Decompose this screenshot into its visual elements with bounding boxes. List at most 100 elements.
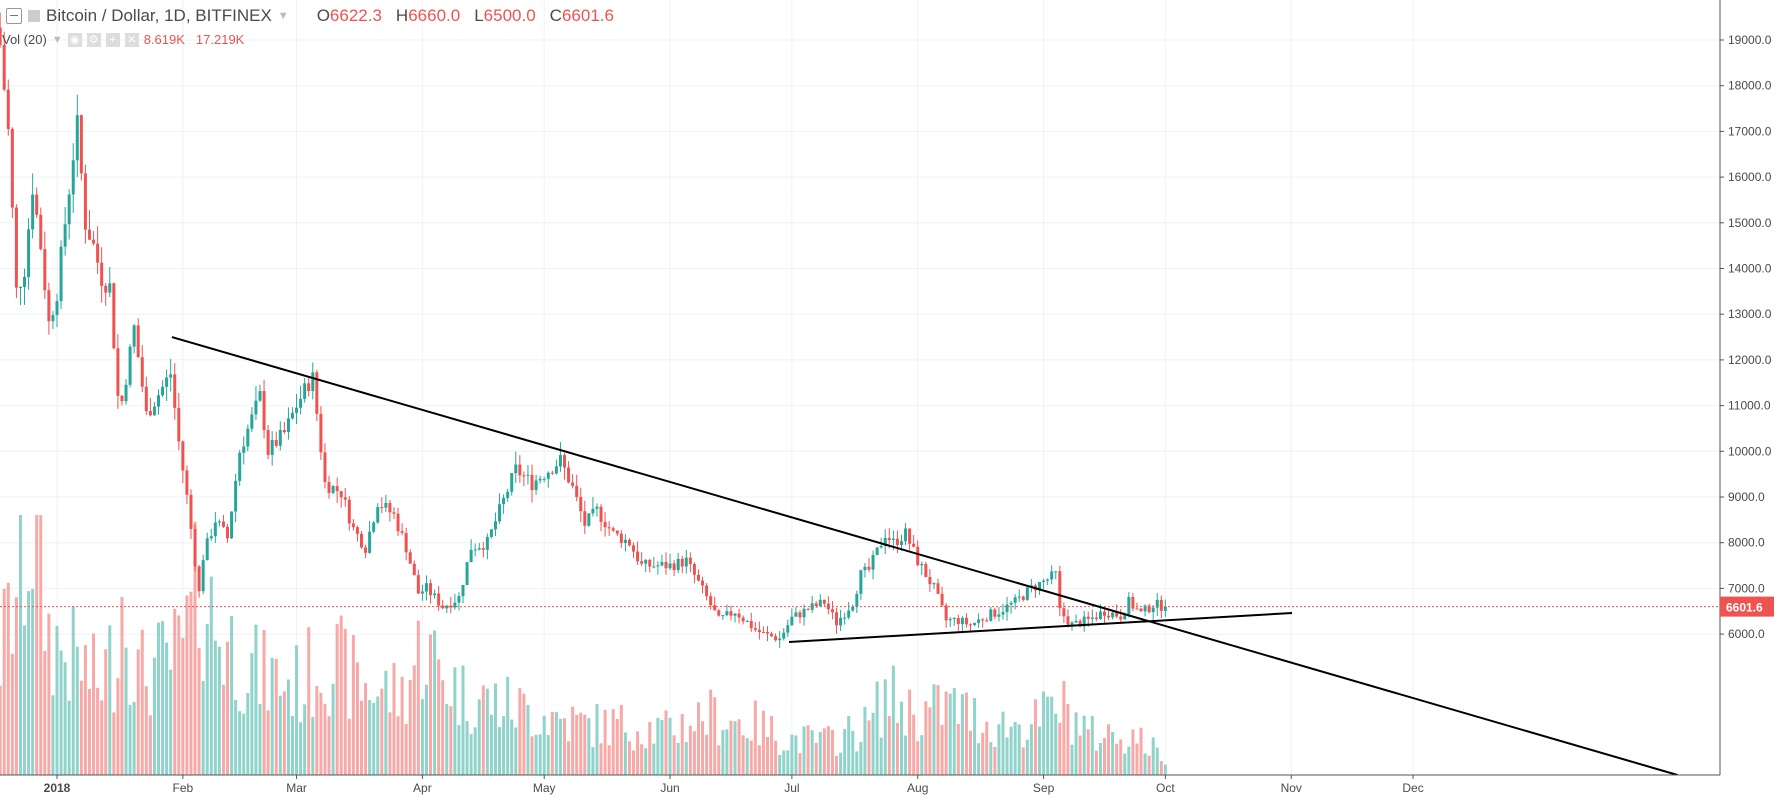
candle-body <box>368 531 372 553</box>
candle-body <box>721 615 725 617</box>
candle-body <box>388 502 392 513</box>
price-tick-label: 9000.0 <box>1728 490 1765 504</box>
candle-body <box>790 616 794 626</box>
volume-bar <box>611 709 615 775</box>
time-tick-label: Mar <box>286 781 307 795</box>
symbol-title[interactable]: Bitcoin / Dollar, 1D, BITFINEX <box>46 6 272 25</box>
candle-body <box>656 565 660 567</box>
volume-bar <box>148 715 152 775</box>
volume-bar <box>335 623 339 775</box>
candle-body <box>908 528 912 544</box>
volume-bar <box>282 691 286 775</box>
candle-body <box>981 619 985 621</box>
volume-bar <box>1098 742 1102 775</box>
candle-body <box>112 283 116 349</box>
volume-bar <box>278 695 282 775</box>
candle-body <box>79 115 83 174</box>
candle-body <box>668 563 672 569</box>
candle-body <box>887 537 891 541</box>
volume-bar <box>461 665 465 775</box>
volume-bar <box>1147 755 1151 775</box>
volume-bar <box>851 730 855 775</box>
candle-body <box>680 558 684 567</box>
volume-bar <box>790 734 794 775</box>
volume-bar <box>1151 737 1155 775</box>
candle-body <box>1038 581 1042 591</box>
candle-body <box>380 507 384 509</box>
time-axis-bg <box>0 775 1720 806</box>
volume-bar <box>1102 738 1106 775</box>
candle-body <box>627 539 631 546</box>
volume-bar <box>79 680 83 775</box>
collapse-icon[interactable] <box>6 8 22 24</box>
volume-bar <box>1074 712 1078 775</box>
volume-bar <box>936 685 940 775</box>
volume-bar <box>234 699 238 775</box>
volume-bar <box>615 718 619 775</box>
candle-body <box>384 502 388 508</box>
volume-bar <box>571 706 575 775</box>
volume-bar <box>43 650 47 775</box>
volume-bar <box>883 679 887 775</box>
volume-bar <box>770 715 774 775</box>
plus-icon[interactable]: + <box>105 32 120 47</box>
volume-bar <box>802 726 806 775</box>
candle-body <box>932 583 936 585</box>
candle-body <box>1017 596 1021 598</box>
volume-bar <box>1021 747 1025 775</box>
volume-bar <box>18 515 22 775</box>
volume-bar <box>441 680 445 775</box>
volume-bar <box>928 707 932 775</box>
volume-bar <box>209 576 213 775</box>
candle-body <box>445 605 449 609</box>
close-icon[interactable]: ✕ <box>124 32 139 47</box>
candle-body <box>745 621 749 623</box>
volume-bar <box>733 721 737 775</box>
candle-body <box>1009 602 1013 605</box>
candle-body <box>640 561 644 564</box>
volume-label[interactable]: Vol (20) <box>2 32 47 47</box>
chevron-down-icon[interactable]: ▼ <box>51 33 63 46</box>
candle-body <box>493 521 497 530</box>
volume-bar <box>39 515 43 775</box>
volume-bar <box>899 701 903 775</box>
candle-body <box>307 383 311 392</box>
price-tick-label: 15000.0 <box>1728 216 1772 230</box>
volume-bar <box>806 725 810 775</box>
candle-body <box>376 507 380 523</box>
volume-bar <box>818 731 822 775</box>
volume-bar <box>563 718 566 775</box>
volume-bar <box>108 625 112 775</box>
volume-bar <box>10 653 14 775</box>
chevron-down-icon[interactable]: ▼ <box>277 10 289 22</box>
gear-icon[interactable]: ⚙ <box>86 32 101 47</box>
volume-bar <box>506 676 510 775</box>
volume-bar <box>242 713 246 775</box>
candle-body <box>818 599 822 606</box>
candle-body <box>611 528 615 531</box>
candle-body <box>1143 605 1147 612</box>
eye-icon[interactable]: ◉ <box>67 32 82 47</box>
volume-bar <box>124 647 128 775</box>
candle-body <box>1074 620 1078 623</box>
volume-bar <box>782 750 786 775</box>
volume-bar <box>213 640 217 775</box>
volume-bar <box>493 683 497 775</box>
volume-bar <box>445 704 449 775</box>
flag-icon[interactable] <box>28 10 40 22</box>
candle-body <box>177 407 181 442</box>
candle-body <box>587 513 591 526</box>
candle-body <box>567 467 571 483</box>
volume-bar <box>307 627 311 775</box>
candle-body <box>830 609 834 613</box>
candle-body <box>749 621 753 629</box>
volume-bar <box>35 515 39 775</box>
candle-body <box>323 452 327 483</box>
candle-body <box>433 593 437 596</box>
candle-body <box>672 563 676 571</box>
volume-bar <box>847 715 851 775</box>
candle-body <box>55 301 59 316</box>
volume-bar <box>205 623 209 775</box>
candle-body <box>1094 617 1098 619</box>
